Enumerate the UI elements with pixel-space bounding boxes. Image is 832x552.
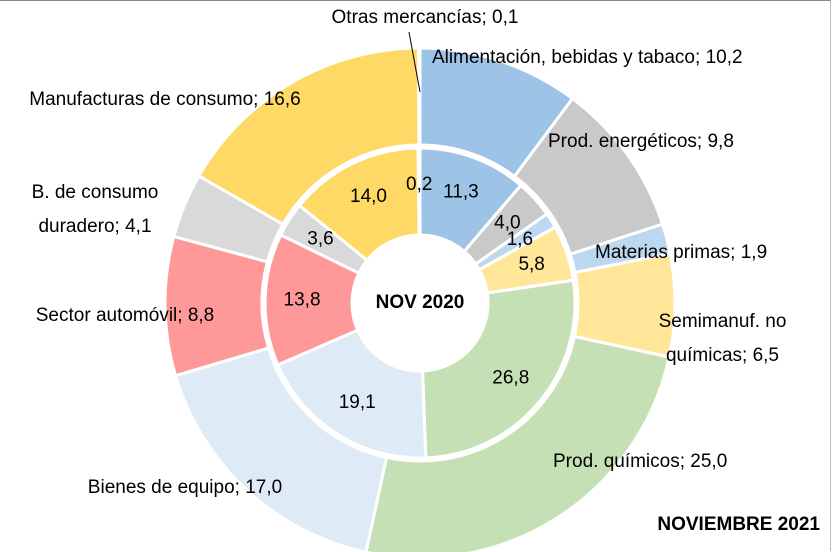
outer-label: Materias primas; 1,9: [595, 236, 825, 270]
separator: ;: [253, 89, 264, 110]
inner-value-label: 3,6: [307, 229, 333, 250]
category-name: Semimanuf. no químicas: [658, 311, 787, 366]
outer-value-label: 10,2: [705, 47, 743, 68]
slice: [416, 46, 422, 147]
category-name: Manufacturas de consumo: [29, 89, 254, 110]
outer-label: Alimentación, bebidas y tabaco; 10,2: [432, 41, 832, 75]
outer-value-label: 0,1: [492, 7, 519, 28]
category-name: B. de consumo duradero: [31, 182, 159, 237]
inner-value-label: 19,1: [339, 392, 376, 413]
inner-value-label: 1,6: [507, 229, 533, 250]
outer-label: Otras mercancías; 0,1: [270, 1, 580, 35]
outer-label: Sector automóvil; 8,8: [0, 299, 250, 333]
outer-label: Semimanuf. no químicas; 6,5: [630, 305, 815, 373]
outer-value-label: 9,8: [707, 131, 734, 152]
category-name: Materias primas: [595, 242, 731, 263]
outer-label: Prod. químicos; 25,0: [553, 445, 823, 479]
separator: ;: [114, 216, 126, 237]
slice: [297, 146, 421, 263]
inner-value-label: 13,8: [284, 289, 321, 310]
separator: ;: [679, 451, 691, 472]
inner-value-label: 5,8: [518, 254, 544, 275]
slice: [416, 146, 422, 237]
slice: [364, 334, 671, 552]
slice: [421, 278, 577, 460]
category-name: Prod. químicos: [553, 451, 680, 472]
category-name: Alimentación, bebidas y tabaco: [432, 47, 695, 68]
separator: ;: [730, 242, 741, 263]
outer-value-label: 1,9: [740, 242, 768, 263]
category-name: Bienes de equipo: [87, 477, 235, 498]
outer-value-label: 17,0: [245, 477, 283, 498]
inner-value-label: 11,3: [443, 181, 479, 202]
separator: ;: [234, 477, 246, 498]
leader-line: [408, 31, 421, 93]
outer-ring-name: NOVIEMBRE 2021: [657, 514, 820, 535]
outer-value-label: 4,1: [125, 216, 152, 237]
category-name: Otras mercancías: [331, 7, 482, 28]
inner-value-label: 14,0: [350, 186, 387, 207]
outer-value-label: 8,8: [187, 305, 215, 326]
separator: ;: [742, 345, 753, 366]
outer-value-label: 25,0: [690, 451, 728, 472]
inner-value-label: 4,0: [494, 213, 520, 234]
separator: ;: [177, 305, 188, 326]
outer-label: B. de consumo duradero; 4,1: [5, 176, 185, 244]
outer-label: Prod. energéticos; 9,8: [548, 125, 828, 159]
outer-value-label: 16,6: [263, 89, 301, 110]
separator: ;: [481, 7, 493, 28]
category-name: Sector automóvil: [35, 305, 178, 326]
separator: ;: [695, 47, 706, 68]
outer-value-label: 6,5: [752, 345, 779, 366]
category-name: Prod. energéticos: [548, 131, 697, 152]
outer-label: Bienes de equipo; 17,0: [60, 471, 310, 505]
inner-value-label: 26,8: [492, 367, 529, 388]
inner-value-label: 0,2: [406, 174, 432, 195]
slice: [275, 328, 428, 460]
inner-ring-name: NOV 2020: [375, 292, 465, 313]
separator: ;: [696, 131, 708, 152]
outer-label: Manufacturas de consumo; 16,6: [10, 83, 320, 117]
